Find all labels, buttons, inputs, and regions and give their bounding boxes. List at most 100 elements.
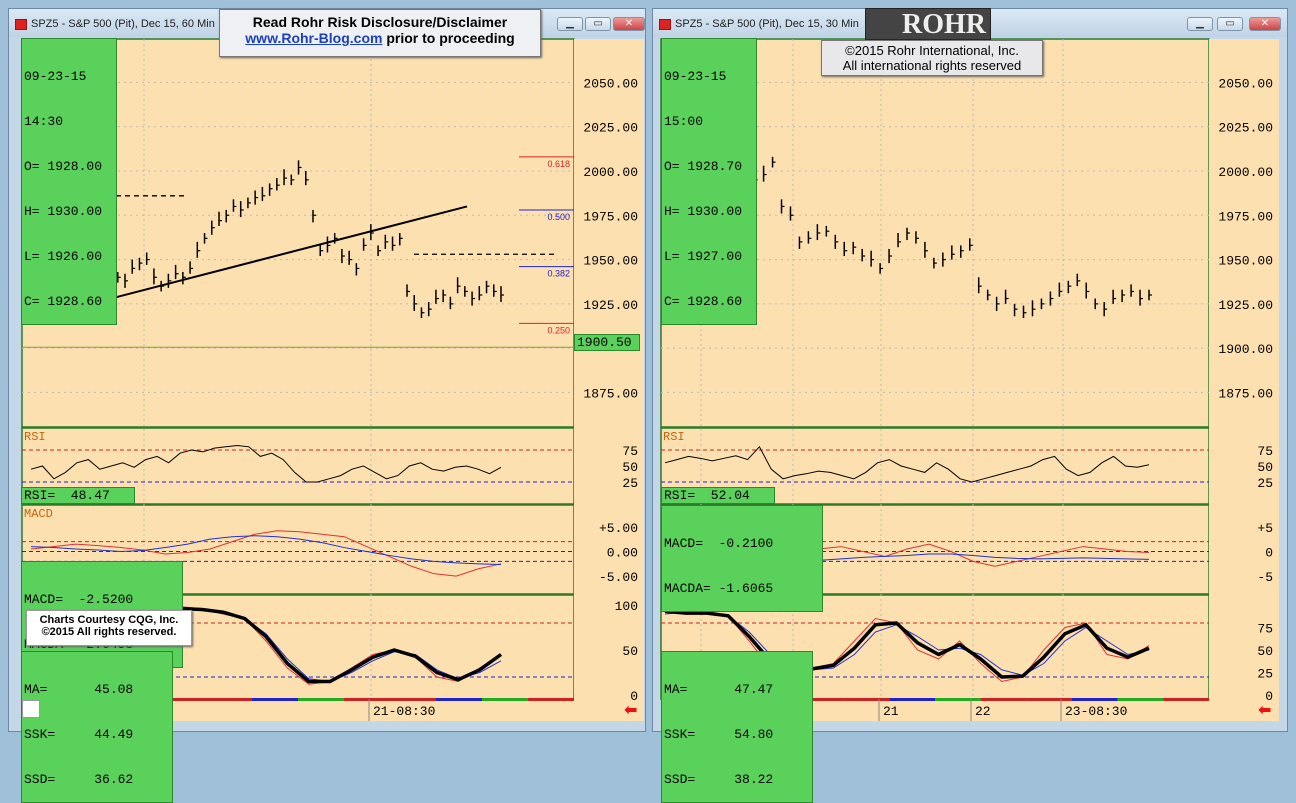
- close-button[interactable]: ✕: [613, 17, 645, 31]
- macd-tick-label: +5: [1257, 521, 1273, 536]
- right-rsi-readout: RSI= 52.04: [661, 487, 775, 504]
- session-strip: [1117, 698, 1164, 701]
- disclaimer-line2: www.Rohr-Blog.com prior to proceeding: [220, 30, 540, 46]
- left-rsi-readout: RSI= 48.47: [21, 487, 135, 504]
- left-window-title: SPZ5 - S&P 500 (Pit), Dec 15, 60 Min: [31, 18, 215, 30]
- x-axis-area: [22, 699, 644, 721]
- maximize-button[interactable]: ▭: [585, 17, 611, 31]
- open-text: O= 1928.00: [24, 159, 103, 174]
- ma-value: MA= 47.47: [664, 682, 774, 697]
- disclaimer-box[interactable]: Read Rohr Risk Disclosure/Disclaimer www…: [219, 9, 541, 57]
- scroll-left-arrow-icon[interactable]: ⬅: [1258, 700, 1272, 719]
- stoch-tick-label: 100: [615, 599, 638, 614]
- session-strip: [390, 698, 436, 701]
- chart-app-icon: [15, 19, 27, 30]
- rsi-value: RSI= 52.04: [664, 488, 750, 503]
- left-corner-box[interactable]: [22, 700, 40, 718]
- stoch-tick-label: 25: [1257, 667, 1273, 682]
- price-tick-label: 2000.00: [583, 165, 638, 180]
- stoch-tick-label: 0: [630, 689, 638, 704]
- price-tick-label: 1925.00: [583, 298, 638, 313]
- session-strip: [160, 698, 206, 701]
- minimize-button[interactable]: ▁: [1187, 17, 1213, 31]
- time-text: 14:30: [24, 114, 64, 129]
- rsi-pane-label: RSI: [24, 430, 46, 444]
- macda-line: [30, 535, 502, 566]
- fib-level-label: 0.500: [547, 212, 570, 222]
- session-strip: [889, 698, 935, 701]
- price-tick-label: 1975.00: [583, 209, 638, 224]
- disclaimer-heading: Read Rohr Risk Disclosure/Disclaimer: [252, 14, 508, 30]
- price-tick-label: 2025.00: [1218, 121, 1273, 136]
- x-tick-label: 22: [975, 704, 991, 719]
- credit-line1: Charts Courtesy CQG, Inc.: [39, 614, 179, 626]
- macd-tick-label: -5: [1257, 570, 1273, 585]
- session-strip: [798, 698, 844, 701]
- high-text: H= 1930.00: [24, 204, 103, 219]
- ma-value: MA= 45.08: [24, 682, 134, 697]
- price-tick-label: 1875.00: [1218, 386, 1273, 401]
- fib-level-label: 0.382: [547, 269, 570, 279]
- rsi-tick-label: 50: [1257, 460, 1273, 475]
- high-text: H= 1930.00: [664, 204, 743, 219]
- date-text: 09-23-15: [24, 69, 87, 84]
- price-tick-label: 1900.00: [1218, 342, 1273, 357]
- session-strip: [980, 698, 1027, 701]
- x-axis-area: [661, 699, 1279, 721]
- session-strip: [344, 698, 390, 701]
- session-strip: [935, 698, 981, 701]
- maximize-button[interactable]: ▭: [1217, 17, 1243, 31]
- price-tick-label: 1950.00: [583, 254, 638, 269]
- price-tick-label: 1950.00: [1218, 254, 1273, 269]
- stoch-tick-label: 50: [622, 644, 638, 659]
- low-text: L= 1926.00: [24, 249, 103, 264]
- x-tick-label: 23-08:30: [1065, 704, 1127, 719]
- rohr-blog-link[interactable]: www.Rohr-Blog.com: [245, 30, 383, 46]
- copyright-line1: ©2015 Rohr International, Inc.: [845, 43, 1019, 58]
- macda-value: MACDA= -1.6065: [664, 581, 774, 596]
- ssk-value: SSK= 44.49: [24, 727, 134, 742]
- macd-value: MACD= -2.5200: [24, 592, 134, 607]
- price-tick-label: 2025.00: [583, 121, 638, 136]
- stoch-tick-label: 50: [1257, 644, 1273, 659]
- left-ohlc-readout: 09-23-15 14:30 O= 1928.00 H= 1930.00 L= …: [21, 38, 117, 325]
- price-tick-label: 2050.00: [1218, 76, 1273, 91]
- rsi-tick-label: 75: [622, 444, 638, 459]
- price-cursor-label: 1900.50: [574, 334, 640, 351]
- x-tick-label: 21-08:30: [373, 704, 435, 719]
- fib-level-label: 0.250: [547, 325, 570, 335]
- session-strip: [843, 698, 890, 701]
- disclaimer-suffix: prior to proceeding: [386, 30, 515, 46]
- stoch-ma-line: [664, 609, 1150, 679]
- rsi-tick-label: 25: [1257, 476, 1273, 491]
- minimize-button[interactable]: ▁: [557, 17, 583, 31]
- session-strip: [1163, 698, 1209, 701]
- date-text: 09-23-15: [664, 69, 727, 84]
- macd-value: MACD= -0.2100: [664, 536, 774, 551]
- open-text: O= 1928.70: [664, 159, 743, 174]
- time-text: 15:00: [664, 114, 704, 129]
- session-strip: [206, 698, 252, 701]
- price-tick-label: 1975.00: [1218, 209, 1273, 224]
- copyright-line2: All international rights reserved: [842, 58, 1022, 73]
- close-text: C= 1928.60: [24, 294, 103, 309]
- rohr-logo: ROHR: [865, 8, 991, 40]
- macd-tick-label: 0.00: [607, 546, 638, 561]
- price-tick-label: 2000.00: [1218, 165, 1273, 180]
- rsi-pane-label: RSI: [663, 430, 685, 444]
- rsi-tick-label: 75: [1257, 444, 1273, 459]
- ssd-value: SSD= 36.62: [24, 772, 134, 787]
- left-chart-window[interactable]: SPZ5 - S&P 500 (Pit), Dec 15, 60 Min ▁ ▭…: [8, 8, 646, 732]
- scroll-left-arrow-icon[interactable]: ⬅: [624, 700, 638, 719]
- macd-tick-label: -5.00: [599, 570, 638, 585]
- cqg-credit-box: Charts Courtesy CQG, Inc. ©2015 All righ…: [26, 610, 192, 646]
- session-strip: [298, 698, 344, 701]
- right-stoch-readout: MA= 47.47 SSK= 54.80 SSD= 38.22: [661, 651, 813, 803]
- ssd-value: SSD= 38.22: [664, 772, 774, 787]
- price-tick-label: 1925.00: [1218, 298, 1273, 313]
- y-axis-area: [574, 39, 644, 699]
- session-strip: [252, 698, 298, 701]
- close-button[interactable]: ✕: [1249, 17, 1281, 31]
- ssk-value: SSK= 54.80: [664, 727, 774, 742]
- price-tick-label: 1875.00: [583, 386, 638, 401]
